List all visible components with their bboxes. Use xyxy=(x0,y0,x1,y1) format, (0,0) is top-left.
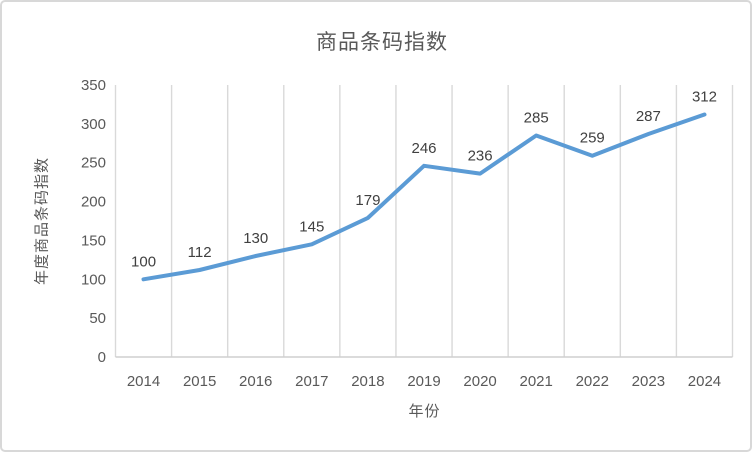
data-label: 179 xyxy=(355,192,380,209)
data-label: 100 xyxy=(131,253,156,270)
chart-title: 商品条码指数 xyxy=(316,31,448,54)
data-label: 145 xyxy=(299,218,324,235)
x-tick-label: 2016 xyxy=(239,373,272,390)
y-tick-label: 150 xyxy=(81,232,106,249)
x-axis-title: 年份 xyxy=(408,403,441,420)
data-label: 312 xyxy=(692,89,717,106)
x-tick-label: 2014 xyxy=(127,373,160,390)
x-tick-label: 2015 xyxy=(183,373,216,390)
x-tick-label: 2019 xyxy=(407,373,440,390)
x-tick-label: 2020 xyxy=(463,373,496,390)
y-tick-label: 100 xyxy=(81,271,106,288)
data-series-line xyxy=(141,112,707,282)
data-label: 112 xyxy=(188,244,212,261)
data-label: 236 xyxy=(468,148,493,165)
data-label: 259 xyxy=(580,130,605,147)
data-label: 287 xyxy=(636,108,661,125)
x-tick-label: 2023 xyxy=(632,373,665,390)
y-tick-label: 0 xyxy=(98,349,106,366)
x-tick-label: 2017 xyxy=(295,373,328,390)
x-tick-label: 2021 xyxy=(519,373,552,390)
x-tick-label: 2022 xyxy=(576,373,609,390)
y-tick-label: 50 xyxy=(89,310,106,327)
y-tick-label: 200 xyxy=(81,194,106,211)
y-tick-label: 250 xyxy=(81,155,106,172)
data-label: 246 xyxy=(411,140,436,157)
y-tick-label: 300 xyxy=(81,116,106,133)
data-label: 285 xyxy=(524,110,549,127)
x-tick-label: 2024 xyxy=(688,373,721,390)
y-tick-label: 350 xyxy=(81,77,106,94)
x-tick-label: 2018 xyxy=(351,373,384,390)
data-label: 130 xyxy=(243,230,268,247)
